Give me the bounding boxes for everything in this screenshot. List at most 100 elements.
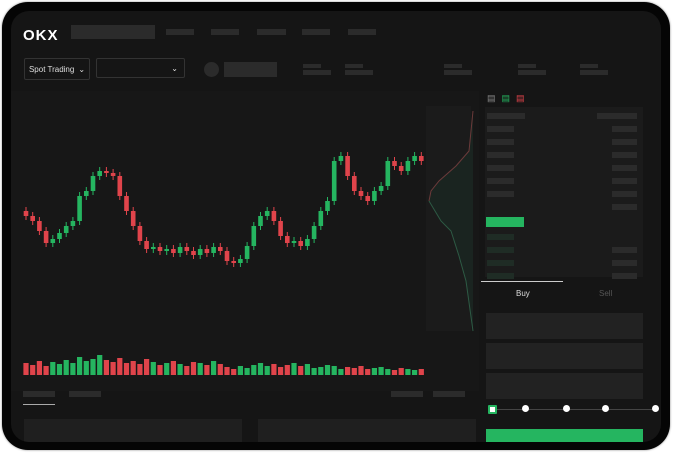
slider-stop[interactable] [652,405,659,412]
candle [264,211,270,216]
asks-only-icon[interactable]: ▤ [516,93,525,103]
candle [258,216,263,226]
volume-bar [398,368,404,375]
orderbook-view-toggles: ▤ ▤ ▤ [487,93,525,104]
candle [311,226,317,239]
volume-bar [177,364,183,375]
volume-bar [244,368,250,375]
volume-bar [358,366,364,375]
tab-sell[interactable]: Sell [599,289,613,298]
slider-stop[interactable] [522,405,529,412]
stat-label [345,64,363,68]
volume-bar [331,366,337,375]
candle [278,221,283,236]
stat-value [444,70,472,75]
nav-item[interactable] [302,29,330,35]
volume-bar [291,363,297,375]
ask-size [612,178,637,184]
stat-label [580,64,598,68]
volume-bar [157,365,163,375]
amount-slider[interactable] [488,405,659,414]
price-input[interactable] [486,313,643,339]
candlestick-chart[interactable] [11,91,479,391]
okx-logo: OKX [23,27,59,44]
candle [104,171,109,173]
stat-label [444,64,462,68]
bid-size [612,260,637,266]
candle [338,156,344,161]
nav-item[interactable] [166,29,194,35]
bids-only-icon[interactable]: ▤ [501,93,511,103]
total-input[interactable] [486,373,643,399]
search-bar[interactable] [71,25,155,39]
candle [352,176,357,191]
candle [151,247,156,249]
slider-stop[interactable] [602,405,609,412]
volume-bar [385,369,391,375]
volume-bar [405,369,411,375]
ask-price [487,165,514,171]
bottom-tab[interactable] [23,391,55,397]
volume-bar [123,363,130,375]
volume-bar [237,366,243,375]
volume-bar [365,369,371,375]
nav-item[interactable] [211,29,239,35]
volume-bar [144,359,150,375]
order-book [485,107,643,279]
volume-bar [164,363,170,375]
volume-bar [204,365,210,375]
both-sides-icon[interactable]: ▤ [487,93,496,103]
ask-size [612,152,637,158]
candle [358,191,364,196]
candle [144,241,149,249]
volume-bar [318,367,324,375]
candle [50,239,56,243]
candle [77,196,82,221]
volume-bar [150,362,156,375]
bottom-action[interactable] [433,391,465,397]
candle [251,226,257,246]
stat-label [518,64,536,68]
tab-buy[interactable]: Buy [516,289,530,298]
volume-bar [130,361,136,375]
slider-handle[interactable] [488,405,497,414]
candle [90,176,96,191]
volume-bar [391,370,398,375]
last-price [486,217,524,227]
candle [318,211,324,226]
ask-price [487,191,514,197]
candle [63,226,69,233]
candle [204,249,210,253]
candle [405,161,411,171]
amount-input[interactable] [486,343,643,369]
nav-item[interactable] [348,29,376,35]
candle [291,241,297,243]
bottom-action[interactable] [391,391,423,397]
slider-stop[interactable] [563,405,570,412]
volume-bar [63,360,69,375]
candle [372,191,377,201]
chevron-down-icon: ⌄ [171,63,178,73]
candle [197,249,203,255]
pair-dropdown[interactable]: ⌄ [96,58,185,78]
candle [331,161,337,201]
volume-bar [311,368,317,375]
bottom-tab[interactable] [69,391,101,397]
volume-bar [137,364,143,375]
nav-item[interactable] [257,29,286,35]
ask-price [487,152,514,158]
volume-bar [217,364,223,375]
candle [177,247,183,253]
volume-bar [30,365,36,375]
candle [30,216,35,221]
ask-size [612,126,637,132]
ask-price [487,139,514,145]
stat-value [580,70,608,75]
bottom-panel [258,419,476,442]
buy-button[interactable] [486,429,643,442]
candle [110,173,116,176]
pair-price [224,62,277,77]
market-type-dropdown[interactable]: Spot Trading ⌄ [24,58,90,80]
stat-label [303,64,321,68]
candle [23,211,29,216]
